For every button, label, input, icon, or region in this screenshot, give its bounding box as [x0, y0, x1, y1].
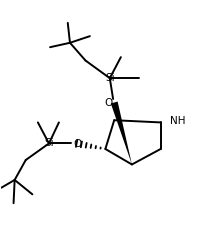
Text: Si: Si: [105, 73, 115, 83]
Text: Si: Si: [44, 139, 54, 148]
Text: O: O: [74, 139, 82, 149]
Text: NH: NH: [170, 116, 185, 126]
Polygon shape: [111, 101, 132, 164]
Text: O: O: [105, 97, 113, 108]
